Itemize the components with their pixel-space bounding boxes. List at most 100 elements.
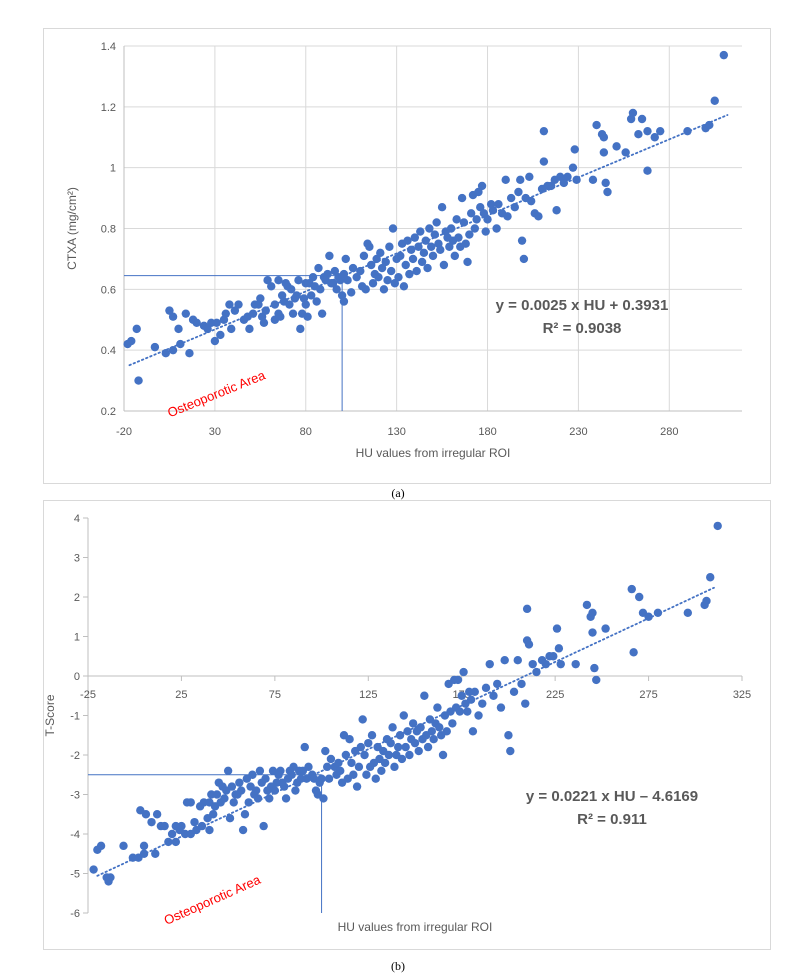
chart-a-point <box>296 324 305 334</box>
chart-b-point <box>588 628 597 637</box>
chart-b-point <box>405 750 414 760</box>
chart-b-point <box>635 592 644 602</box>
chart-a-point <box>445 242 454 251</box>
chart-b-point <box>362 770 371 779</box>
chart-a-ytick-label: 1.4 <box>101 41 116 53</box>
chart-a-point <box>216 330 225 340</box>
chart-b-point <box>556 659 565 669</box>
chart-a-point <box>439 260 449 270</box>
chart-b-point <box>300 742 309 752</box>
chart-b-point <box>89 865 98 874</box>
chart-b-point <box>291 786 300 795</box>
chart-b-point <box>352 782 362 791</box>
chart-b-point <box>524 640 534 649</box>
chart-a-caption: (a) <box>391 486 405 500</box>
chart-b-point <box>324 774 334 783</box>
chart-b-point <box>147 817 156 827</box>
chart-a-point <box>534 212 543 221</box>
chart-a-point <box>461 239 470 248</box>
chart-a-point <box>399 282 409 291</box>
chart-a-point <box>285 300 294 309</box>
chart-a-point <box>256 294 265 303</box>
chart-b-point <box>304 762 313 772</box>
chart-a-xtick-label: 230 <box>569 426 587 438</box>
chart-b-xtick-label: 325 <box>733 689 751 701</box>
chart-b-point <box>582 600 592 610</box>
chart-b-point <box>177 821 186 831</box>
chart-a-point <box>526 196 536 206</box>
chart-b-point <box>326 754 336 764</box>
chart-b-point <box>205 825 214 835</box>
chart-a-point <box>168 312 178 321</box>
chart-a-point <box>377 263 387 273</box>
chart-a-point <box>539 157 549 166</box>
chart-a-point <box>466 209 476 218</box>
chart-b-point <box>248 770 257 779</box>
chart-a-point <box>517 236 527 245</box>
chart-a-point <box>519 254 529 264</box>
chart-b-point <box>399 711 408 720</box>
chart-a-point <box>568 163 578 172</box>
chart-a-xtick-label: 130 <box>387 426 405 438</box>
chart-a-point <box>225 300 234 309</box>
chart-b-point <box>474 711 483 720</box>
chart-a-point <box>436 245 445 254</box>
chart-a-point <box>416 227 425 236</box>
chart-b-point <box>453 675 463 685</box>
chart-b-point <box>341 750 351 760</box>
chart-a-point <box>481 227 490 236</box>
chart-b-y-axis-label: T-Score <box>44 694 57 736</box>
chart-b-point <box>319 794 328 803</box>
chart-a-point <box>425 224 434 233</box>
chart-a-point <box>643 126 652 136</box>
chart-b-point <box>504 731 513 740</box>
chart-b-point <box>141 810 151 819</box>
chart-a-point <box>308 272 318 282</box>
chart-b-xtick-label: 75 <box>269 689 281 701</box>
chart-a-point <box>457 193 467 203</box>
chart-b-point <box>438 750 448 760</box>
chart-a-point <box>174 324 183 334</box>
chart-b-point <box>455 707 465 716</box>
chart-b-point <box>223 766 233 775</box>
chart-a-point <box>650 133 659 142</box>
chart-a-point <box>494 199 503 209</box>
chart-a-point <box>343 276 352 285</box>
chart-b-point <box>281 794 291 803</box>
chart-a-point <box>588 175 598 185</box>
chart-b-point <box>414 746 423 756</box>
chart-b-point <box>276 766 285 775</box>
chart-a-x-axis-label: HU values from irregular ROI <box>356 446 511 460</box>
chart-a-point <box>339 297 349 306</box>
chart-a-point <box>365 242 374 251</box>
chart-b-ytick-label: 3 <box>74 553 80 565</box>
chart-a-point <box>452 215 461 224</box>
chart-a-point <box>516 175 525 185</box>
chart-b-caption: (b) <box>391 959 405 973</box>
chart-b-point <box>521 699 530 708</box>
chart-a-point <box>394 272 403 282</box>
chart-b-ytick-label: -2 <box>70 750 80 762</box>
chart-a-xtick-label: 80 <box>300 426 312 438</box>
chart-b-point <box>470 687 479 696</box>
chart-b-point <box>588 608 597 617</box>
chart-b-point <box>347 758 356 768</box>
chart-b-point <box>416 723 425 732</box>
chart-a-point <box>150 342 160 352</box>
chart-a-point <box>263 276 272 285</box>
chart-a-xtick-label: 180 <box>478 426 496 438</box>
chart-b-point <box>397 754 407 764</box>
chart-a-point <box>401 260 410 270</box>
chart-b-ytick-label: 1 <box>74 632 80 644</box>
chart-b-point <box>364 738 373 748</box>
chart-b-point <box>420 691 429 700</box>
chart-b-point <box>549 652 558 661</box>
chart-a-point <box>599 133 609 142</box>
chart-b-point <box>401 742 410 752</box>
chart-b-point <box>485 659 494 669</box>
chart-b-point <box>220 794 229 803</box>
chart-a-point <box>341 254 350 264</box>
chart-b-point <box>706 573 715 582</box>
chart-b-point <box>683 608 693 617</box>
chart-a-point <box>405 269 414 279</box>
